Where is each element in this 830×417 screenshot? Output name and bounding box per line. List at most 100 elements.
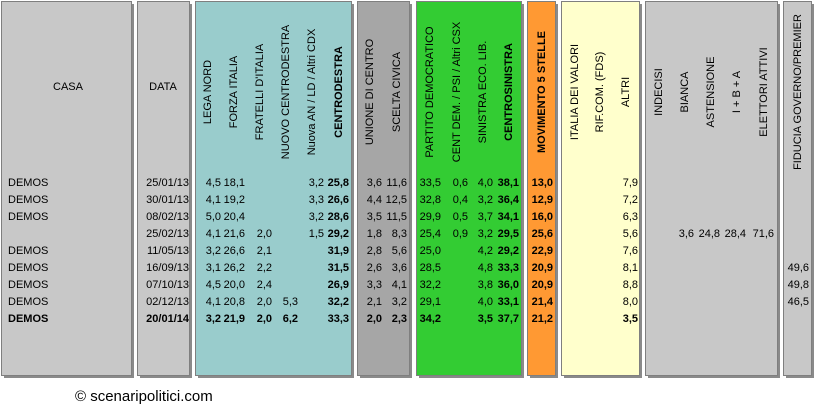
column-header: ITALIA DEI VALORI xyxy=(569,44,581,140)
table-cell: 7,9 xyxy=(623,177,638,189)
group-centrodestra xyxy=(195,1,352,376)
column-header: MOVIMENTO 5 STELLE xyxy=(536,31,548,153)
table-cell: 2,3 xyxy=(392,313,407,325)
table-cell: 4,5 xyxy=(206,279,221,291)
table-cell: 11/05/13 xyxy=(147,245,189,257)
table-cell: 8,3 xyxy=(392,228,407,240)
table-cell: DEMOS xyxy=(8,313,48,325)
table-cell: 20,9 xyxy=(532,279,553,291)
table-cell: 20,9 xyxy=(532,262,553,274)
table-cell: 11,5 xyxy=(386,211,407,223)
group-centrosinistra xyxy=(416,1,522,376)
group-altri xyxy=(561,1,640,376)
table-cell: 08/02/13 xyxy=(146,211,189,223)
table-cell: 29,5 xyxy=(498,228,519,240)
table-cell: 2,0 xyxy=(257,296,272,308)
table-cell: 3,2 xyxy=(206,245,221,257)
table-cell: 31,9 xyxy=(328,245,349,257)
table-cell: 3,2 xyxy=(309,211,324,223)
table-cell: 21,2 xyxy=(532,313,553,325)
table-cell: 37,7 xyxy=(498,313,519,325)
table-cell: 25,6 xyxy=(532,228,553,240)
table-cell: 3,1 xyxy=(206,262,221,274)
table-cell: 2,8 xyxy=(367,245,382,257)
table-cell: 29,9 xyxy=(420,211,441,223)
table-cell: 2,1 xyxy=(257,245,272,257)
column-groups xyxy=(1,1,814,378)
table-cell: 25,4 xyxy=(420,228,441,240)
column-header: FIDUCIA GOVERNO/PREMIER xyxy=(792,14,804,170)
table-cell: 21,4 xyxy=(532,296,554,308)
table-cell: 25,0 xyxy=(420,245,441,257)
table-cell: 28,6 xyxy=(328,211,349,223)
column-header: DATA xyxy=(149,81,177,93)
table-cell: 26,6 xyxy=(328,194,349,206)
table-cell: 0,9 xyxy=(453,228,468,240)
table-cell: 0,5 xyxy=(453,211,468,223)
table-cell: 16/09/13 xyxy=(146,262,189,274)
table-cell: 5,6 xyxy=(392,245,407,257)
table-cell: 0,6 xyxy=(453,177,468,189)
table-cell: 21,6 xyxy=(224,228,245,240)
table-cell: 36,4 xyxy=(498,194,520,206)
table-cell: 21,9 xyxy=(224,313,245,325)
table-cell: 5,3 xyxy=(283,296,298,308)
column-header: NUOVO CENTRODESTRA xyxy=(280,24,292,159)
column-header: CENT DEM. / PSI / Altri CSX xyxy=(451,21,463,162)
table-cell: 25/02/13 xyxy=(146,228,189,240)
table-cell: 3,7 xyxy=(478,211,493,223)
table-cell: 12,5 xyxy=(386,194,407,206)
table-cell: 49,8 xyxy=(788,279,809,291)
table-cell: 8,1 xyxy=(623,262,638,274)
table-cell: 31,5 xyxy=(328,262,349,274)
table-cell: DEMOS xyxy=(8,177,48,189)
table-cell: 19,2 xyxy=(224,194,245,206)
table-cell: 02/12/13 xyxy=(146,296,189,308)
column-header: SCELTA CIVICA xyxy=(391,51,403,132)
table-cell: 07/10/13 xyxy=(146,279,189,291)
table-cell: 3,3 xyxy=(309,194,324,206)
column-header: PARTITO DEMOCRATICO xyxy=(424,26,436,158)
column-header: UNIONE DI CENTRO xyxy=(364,38,376,145)
column-header: RIF.COM. (FDS) xyxy=(594,52,606,133)
table-cell: 26,2 xyxy=(224,262,245,274)
table-cell: 26,6 xyxy=(224,245,245,257)
table-cell: 30/01/13 xyxy=(146,194,189,206)
table-cell: 4,1 xyxy=(206,194,221,206)
table-cell: 25/01/13 xyxy=(146,177,189,189)
table-cell: 29,1 xyxy=(420,296,441,308)
table-cell: 33,3 xyxy=(498,262,519,274)
group-data xyxy=(137,1,190,376)
table-cell: 32,2 xyxy=(420,279,441,291)
table-cell: 3,6 xyxy=(679,228,694,240)
table-cell: 3,3 xyxy=(367,279,382,291)
table-cell: 2,0 xyxy=(257,313,272,325)
table-cell: 28,5 xyxy=(420,262,441,274)
table-cell: 49,6 xyxy=(788,262,809,274)
table-cell: 3,6 xyxy=(367,177,382,189)
table-cell: DEMOS xyxy=(8,245,48,257)
column-header: SINISTRA ECO. LIB. xyxy=(477,41,489,144)
table-cell: 22,9 xyxy=(532,245,553,257)
table-cell: 32,8 xyxy=(420,194,441,206)
table-cell: 3,6 xyxy=(392,262,407,274)
table-cell: 20,8 xyxy=(224,296,245,308)
table-cell: 4,2 xyxy=(478,245,493,257)
table-cell: 20,0 xyxy=(224,279,245,291)
table-cell: 34,2 xyxy=(420,313,441,325)
table-cell: 33,3 xyxy=(328,313,349,325)
table-cell: 3,8 xyxy=(478,279,493,291)
table-cell: 25,8 xyxy=(328,177,349,189)
table-cell: 34,1 xyxy=(498,211,519,223)
table-cell: 2,4 xyxy=(257,279,272,291)
table-cell: 38,1 xyxy=(498,177,519,189)
table-cell: DEMOS xyxy=(8,194,48,206)
group-m5s xyxy=(527,1,556,376)
table-cell: 7,6 xyxy=(623,245,638,257)
column-header: ASTENSIONE xyxy=(705,57,717,128)
table-cell: 4,0 xyxy=(478,296,493,308)
table-cell: 36,0 xyxy=(498,279,519,291)
table-cell: 28,4 xyxy=(725,228,746,240)
table-cell: 4,5 xyxy=(206,177,221,189)
table-cell: 8,8 xyxy=(623,279,638,291)
